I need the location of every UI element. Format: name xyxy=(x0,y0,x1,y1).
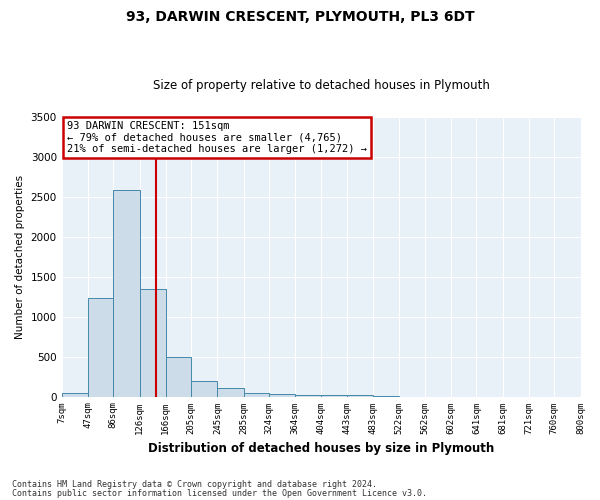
Bar xyxy=(244,392,269,396)
Bar xyxy=(191,380,217,396)
Bar xyxy=(88,298,113,396)
Text: 93, DARWIN CRESCENT, PLYMOUTH, PL3 6DT: 93, DARWIN CRESCENT, PLYMOUTH, PL3 6DT xyxy=(125,10,475,24)
Y-axis label: Number of detached properties: Number of detached properties xyxy=(15,174,25,338)
Bar xyxy=(322,395,347,396)
Title: Size of property relative to detached houses in Plymouth: Size of property relative to detached ho… xyxy=(152,79,490,92)
Text: 93 DARWIN CRESCENT: 151sqm
← 79% of detached houses are smaller (4,765)
21% of s: 93 DARWIN CRESCENT: 151sqm ← 79% of deta… xyxy=(67,121,367,154)
Bar xyxy=(269,394,295,396)
Bar xyxy=(295,394,322,396)
Text: Contains public sector information licensed under the Open Government Licence v3: Contains public sector information licen… xyxy=(12,489,427,498)
Bar xyxy=(166,356,191,397)
Bar xyxy=(62,392,88,396)
X-axis label: Distribution of detached houses by size in Plymouth: Distribution of detached houses by size … xyxy=(148,442,494,455)
Bar xyxy=(113,190,140,396)
Bar xyxy=(140,288,166,397)
Bar xyxy=(217,388,244,396)
Text: Contains HM Land Registry data © Crown copyright and database right 2024.: Contains HM Land Registry data © Crown c… xyxy=(12,480,377,489)
